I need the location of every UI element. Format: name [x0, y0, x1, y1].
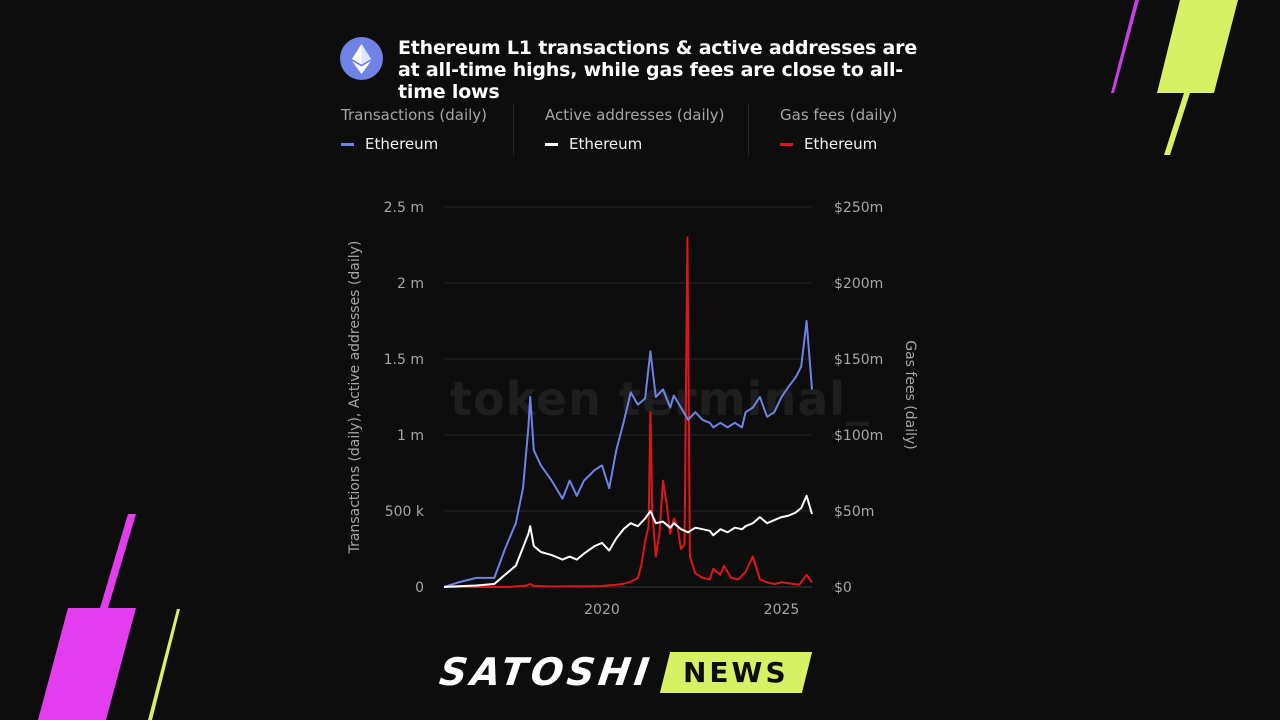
watermark: token terminal_ — [450, 372, 871, 426]
y2-tick-label: $250m — [834, 200, 883, 216]
legend-title: Transactions (daily) — [341, 106, 488, 124]
chart: 0 500 k 1 m 1.5 m 2 m 2.5 m $0 $50m $100m $150m $2… — [347, 200, 918, 618]
deco-candle-top-right — [1157, 0, 1238, 93]
series-layer — [443, 236, 813, 588]
legend-label: Ethereum — [804, 135, 878, 153]
legend-item-gas-fees[interactable]: Ethereum — [780, 135, 897, 153]
legend-label: Ethereum — [569, 135, 643, 153]
deco-candle-bottom-left — [38, 608, 136, 720]
legend-divider — [513, 104, 514, 156]
legend-group-gas-fees: Gas fees (daily) Ethereum — [780, 106, 897, 158]
y-tick-label: 2.5 m — [384, 200, 424, 216]
deco-wick-bottom-left — [100, 514, 136, 608]
deco-line-top-right — [1111, 0, 1139, 93]
deco-wick-top-right — [1164, 93, 1190, 155]
chart-title: Ethereum L1 transactions & active addres… — [398, 37, 918, 103]
x-tick-label: 2020 — [584, 602, 620, 618]
legend-title: Active addresses (daily) — [545, 106, 725, 124]
legend-group-transactions: Transactions (daily) Ethereum — [341, 106, 487, 158]
y-tick-label: 500 k — [385, 504, 425, 520]
y2-tick-label: $0 — [834, 580, 852, 596]
y-axis-label: Transactions (daily), Active addresses (… — [347, 241, 363, 555]
series-line-active-addresses-daily — [443, 494, 813, 588]
y-tick-label: 1.5 m — [384, 352, 424, 368]
legend-label: Ethereum — [365, 135, 439, 153]
legend-group-active-addresses: Active addresses (daily) Ethereum — [545, 106, 725, 158]
y-tick-label: 1 m — [397, 428, 424, 444]
y2-tick-label: $100m — [834, 428, 883, 444]
legend-item-active-addresses[interactable]: Ethereum — [545, 135, 725, 153]
y-tick-label: 2 m — [397, 276, 424, 292]
legend-title: Gas fees (daily) — [780, 106, 898, 124]
brand-tag: NEWS — [682, 655, 789, 689]
deco-line-bottom-left — [148, 609, 180, 720]
y-tick-label: 0 — [415, 580, 424, 596]
y2-tick-label: $50m — [834, 504, 874, 520]
series-line-transactions-daily — [443, 320, 813, 588]
brand-logo: SATOSHI NEWS — [436, 650, 812, 694]
legend-swatch-icon — [341, 142, 354, 146]
legend-swatch-icon — [545, 142, 558, 146]
y2-axis-label: Gas fees (daily) — [902, 340, 918, 450]
grid — [444, 206, 812, 588]
series-line-gas-fees-daily — [444, 236, 813, 588]
x-tick-label: 2025 — [764, 602, 800, 618]
ethereum-logo-icon — [340, 37, 383, 80]
brand-name: SATOSHI — [436, 650, 656, 694]
brand-tag-box: NEWS — [659, 651, 812, 693]
y2-tick-label: $200m — [834, 276, 883, 292]
legend-item-transactions[interactable]: Ethereum — [341, 135, 487, 153]
ticks-layer: 0 500 k 1 m 1.5 m 2 m 2.5 m $0 $50m $100m $150m $2… — [384, 200, 884, 618]
legend-divider — [748, 104, 749, 156]
legend-swatch-icon — [780, 142, 793, 146]
y2-tick-label: $150m — [834, 352, 883, 368]
